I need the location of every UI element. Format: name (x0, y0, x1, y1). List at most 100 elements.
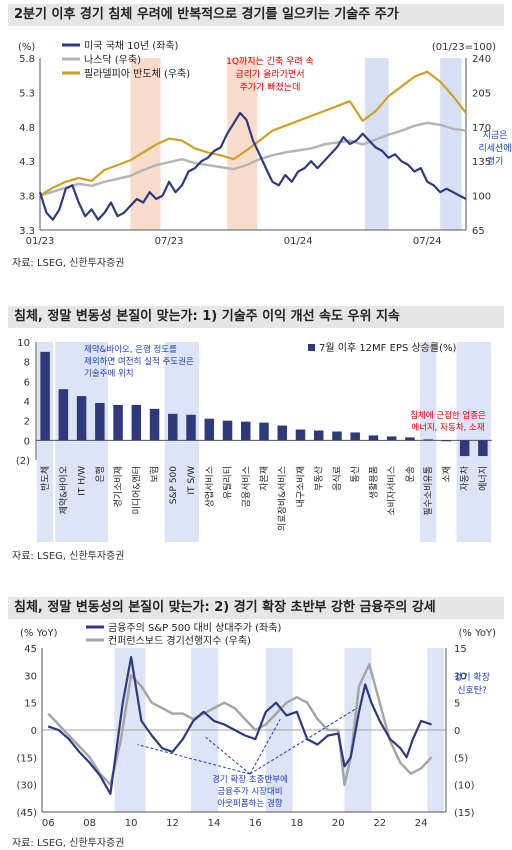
chart1-annotation: 금리가 올라가면서 (235, 69, 304, 80)
chart1-left-unit: (%) (18, 42, 35, 53)
chart2-category-label: 상업서비스 (204, 466, 215, 507)
chart3-annotation-bottom: 아웃퍼폼하는 경향 (217, 798, 282, 809)
chart3-ytick-left: 15 (24, 699, 37, 710)
chart1-ytick-right: 100 (472, 192, 491, 203)
chart2-category-label: IT H/W (78, 466, 88, 496)
chart1-annotation-right: 지금은 (483, 130, 508, 141)
chart2-bar (478, 440, 488, 457)
chart3-source: 자료: LSEG, 신한투자증권 (12, 838, 125, 849)
chart3-annotation-arrow (249, 718, 281, 775)
chart2-bar (368, 435, 379, 441)
chart2-bar (295, 429, 306, 441)
chart3-xtick: 06 (42, 818, 55, 829)
chart2-bar (149, 408, 160, 441)
chart2-eps-growth-bars: 10 8 6 4 2 0 (2) 반도체 제약&바이오 IT H/W 은행 경기소비재 미디어&엔터 보험… (16, 338, 492, 542)
chart3-ytick-right: 5 (454, 699, 460, 710)
chart3-xtick: 20 (332, 818, 345, 829)
chart3-left-unit: (% YoY) (20, 628, 58, 639)
chart2-category-label: 미디어&엔터 (131, 466, 142, 514)
chart3-ytick-left: (45) (16, 808, 37, 819)
chart2-category-label: 유틸리티 (223, 466, 234, 499)
chart1-ytick-left: 3.8 (19, 192, 35, 203)
chart3-ytick-left: 30 (24, 671, 37, 682)
chart3-legend-label: 컨퍼런스보드 경기선행지수 (우축) (108, 634, 251, 647)
chart3-annotation-arrow (137, 744, 251, 775)
chart3-ytick-right: 10 (454, 671, 467, 682)
chart2-category-label: IT S/W (187, 466, 197, 495)
chart2-category-label: 제약&바이오 (57, 466, 69, 514)
chart2-category-label: 반도체 (40, 466, 51, 491)
chart3-xtick: 24 (415, 818, 428, 829)
chart3-ytick-left: 45 (24, 644, 37, 655)
chart2-category-label: 생활용품 (367, 466, 379, 499)
chart3-xtick: 16 (249, 818, 262, 829)
chart2-ytick: 8 (24, 358, 30, 369)
chart2-legend-label: 7월 이후 12MF EPS 상승률(%) (319, 342, 456, 354)
chart2-bar (113, 404, 123, 441)
chart3-annotation-top: 경기 확장 (454, 671, 490, 683)
chart2-source: 자료: LSEG, 신한투자증권 (12, 551, 125, 562)
chart2-bar (204, 418, 215, 441)
chart2-highlight-2 (420, 342, 437, 542)
chart3-financials-vs-lei: (% YoY) (% YoY) 45 30 15 0 (15) (30) (45) 15 10 5 0 (… (16, 622, 496, 829)
chart3-ytick-right: (10) (454, 781, 475, 792)
chart1-series-line-2 (39, 70, 467, 197)
chart2-bar (259, 422, 269, 441)
chart1-xtick: 07/23 (155, 236, 184, 247)
chart3-annotation-top: 신호탄? (457, 685, 487, 696)
chart3-xtick: 12 (166, 818, 179, 829)
chart2-category-label: 통신 (350, 466, 361, 483)
chart3-series-financials-line (47, 656, 432, 795)
chart2-category-label: 소재 (441, 466, 452, 483)
chart2-bar (58, 389, 69, 441)
chart3-ytick-right: (15) (454, 808, 475, 819)
chart2-bar (131, 404, 142, 441)
chart2-bar (423, 439, 433, 441)
chart1-source: 자료: LSEG, 신한투자증권 (12, 258, 125, 269)
chart3-annotation-arrow (205, 736, 251, 775)
chart3-series-lei-line (47, 663, 433, 786)
chart3-annotation-bottom: 경기 확장 초중반부에 (212, 774, 288, 785)
chart2-annotation-left: 제외하면 여전히 실적 주도권은 (84, 356, 194, 367)
chart2-category-label: 자본재 (259, 466, 270, 491)
chart2-category-label: 자동차 (459, 465, 471, 491)
chart2-annotation-right: 에너지, 자동차, 소재 (411, 422, 484, 433)
chart2-category-label: 에너지 (478, 466, 489, 491)
chart2-bar (186, 414, 196, 441)
chart1-tech-stock-vs-yield: (%) (01/23=100) 5.8 5.3 4.8 4.3 3.8 3.3 240 205 17… (18, 40, 512, 247)
chart2-category-label: 운송 (405, 466, 416, 483)
chart2-bar (459, 440, 470, 457)
chart2-category-label: 경기소비재 (112, 466, 124, 507)
chart1-annotation-right: 경기 (487, 155, 504, 167)
chart3-ytick-left: (15) (16, 753, 37, 764)
chart1-ytick-left: 5.3 (19, 88, 35, 99)
chart2-category-label: 필수소비유통 (422, 466, 434, 516)
chart1-ytick-right: 205 (472, 88, 491, 99)
chart1-shade-1 (227, 58, 258, 230)
chart2-bar (241, 421, 251, 441)
chart3-ytick-left: 0 (31, 726, 37, 737)
chart1-title: 2분기 이후 경기 침체 우려에 반복적으로 경기를 일으키는 기술주 주가 (8, 4, 504, 26)
chart2-bar (441, 440, 452, 442)
chart2-category-label: 은행 (94, 466, 106, 483)
chart2-bar (222, 420, 233, 441)
chart2-bar (386, 436, 397, 441)
chart1-ytick-right: 170 (472, 123, 491, 134)
chart2-bar (95, 402, 105, 441)
chart2-category-label: 보험 (150, 466, 161, 483)
chart2-bar (405, 437, 415, 441)
chart3-ytick-right: 15 (454, 644, 467, 655)
chart2-annotation-left: 제약&바이오, 은행 정도를 (84, 344, 177, 355)
chart2-ytick: 2 (24, 417, 30, 428)
chart1-ytick-right: 135 (472, 157, 491, 168)
chart2-bar (40, 351, 50, 441)
chart3-xtick: 14 (208, 818, 221, 829)
chart2-highlight-0 (55, 342, 108, 542)
chart2-bar (76, 396, 87, 441)
chart2-category-label: S&P 500 (169, 466, 179, 504)
chart3-xtick: 08 (83, 818, 96, 829)
chart2-category-label: 의료장비&서비스 (277, 466, 288, 531)
chart3-xtick: 22 (373, 818, 386, 829)
chart1-ytick-right: 240 (472, 54, 491, 65)
chart2-ytick: 6 (24, 377, 30, 388)
